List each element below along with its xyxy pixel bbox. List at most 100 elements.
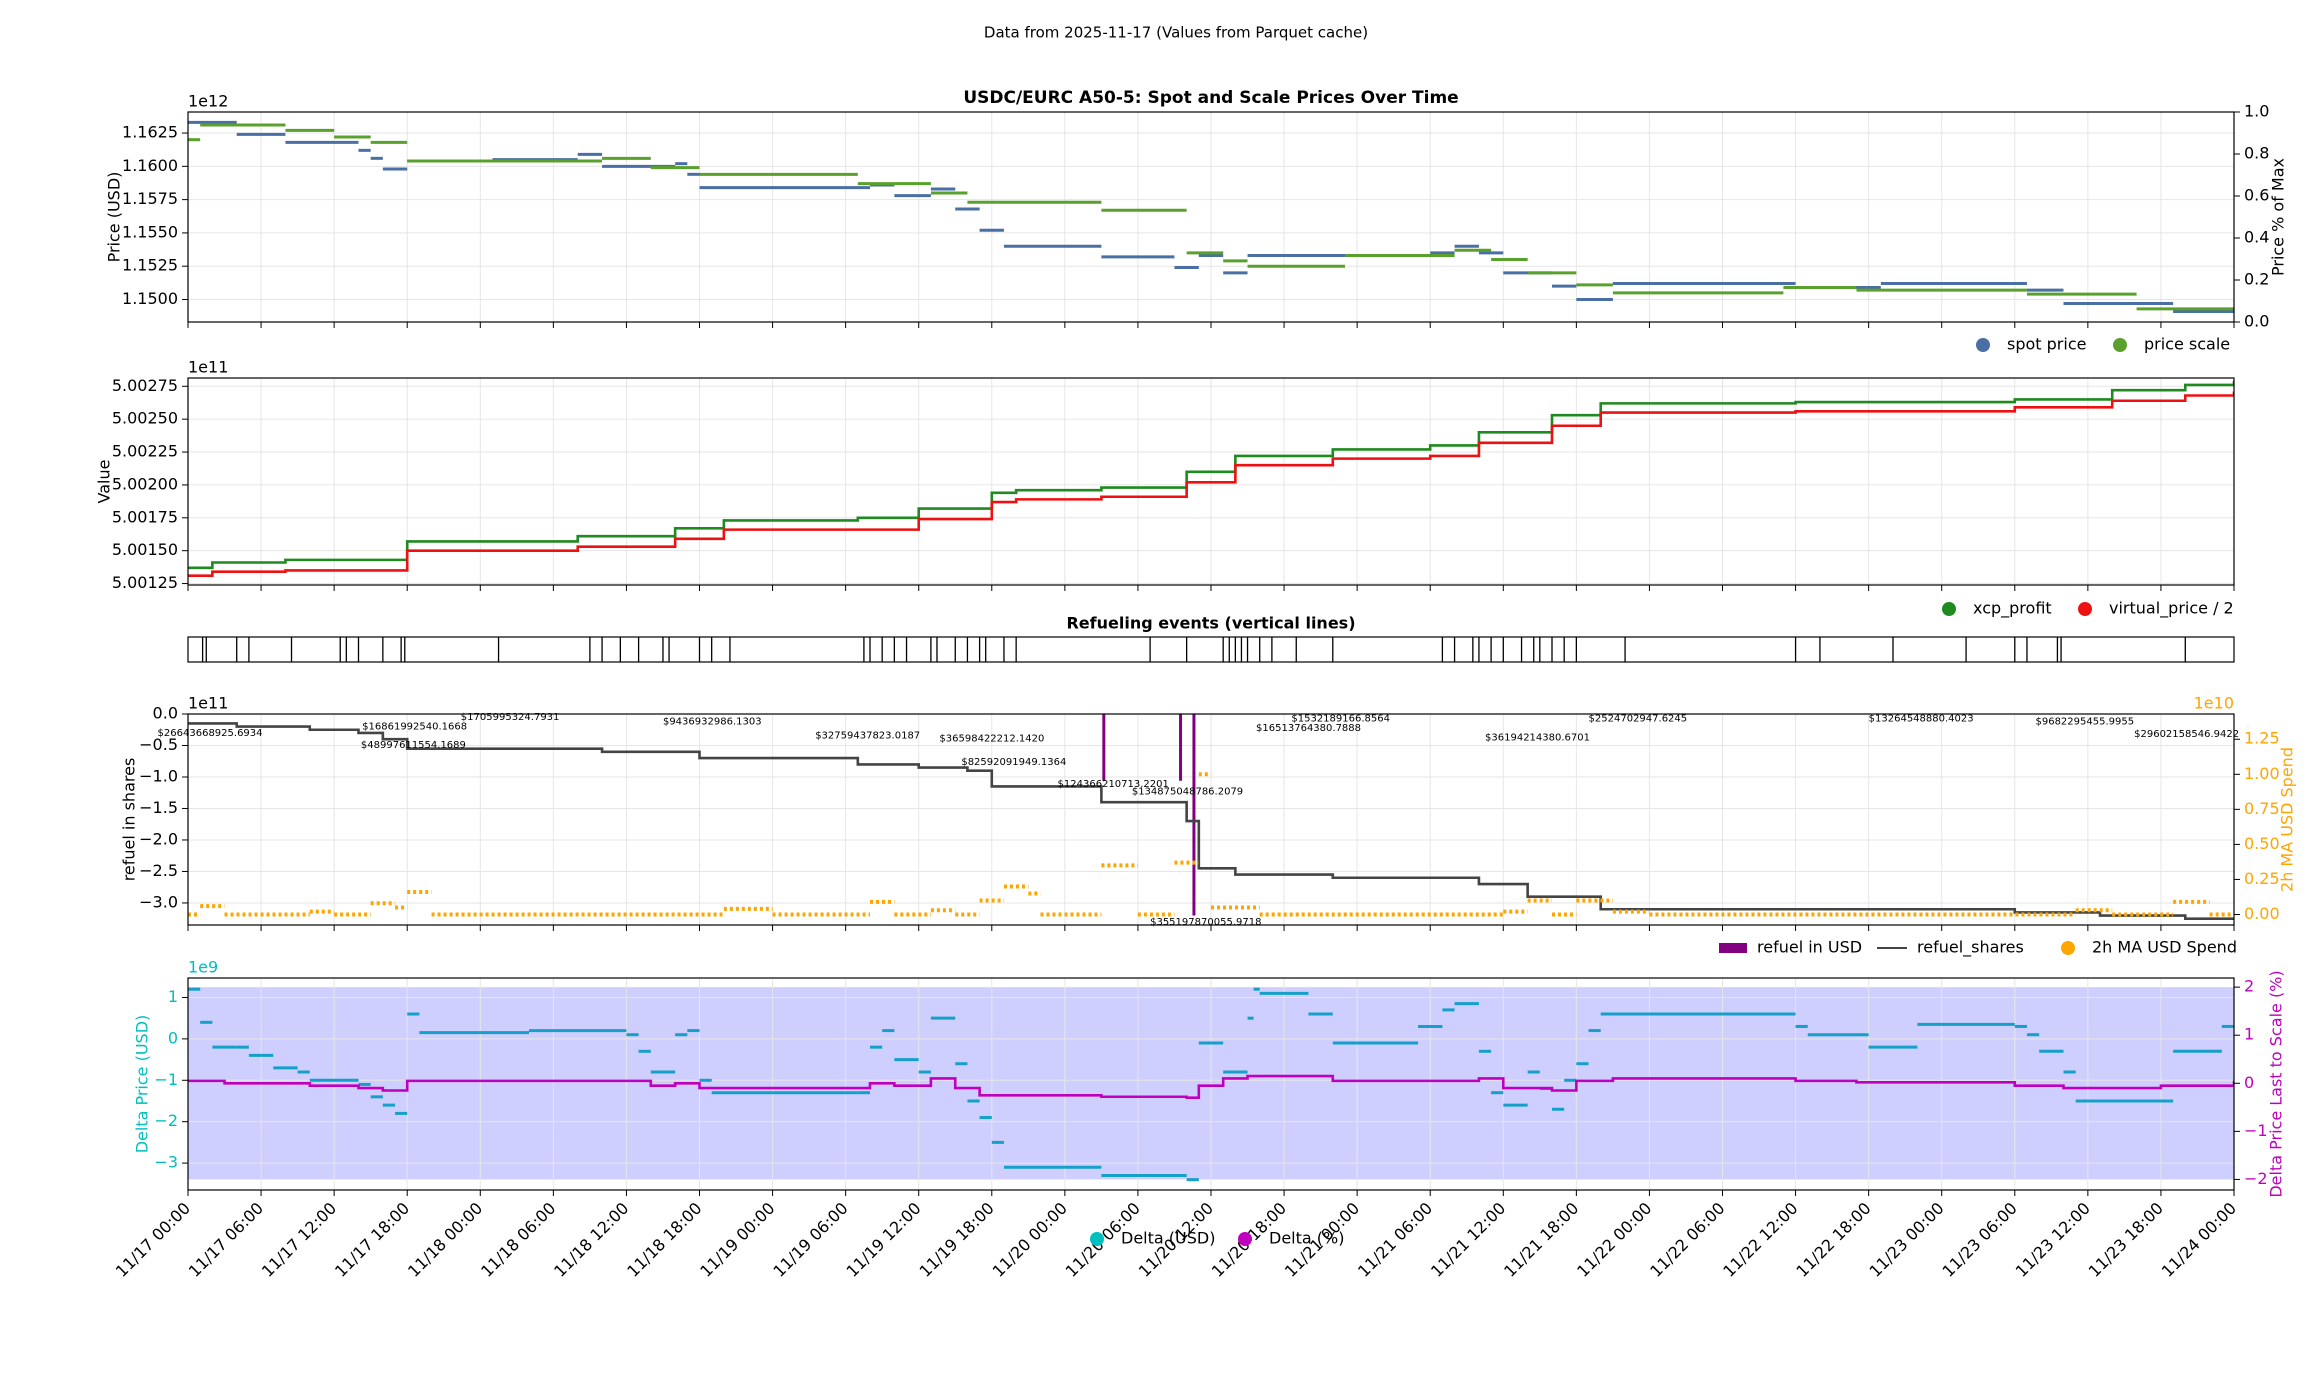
annotation: $2524702947.6245 xyxy=(1589,713,1688,724)
y-offset-label: 1e11 xyxy=(188,694,228,713)
x-tick-label: 11/17 18:00 xyxy=(331,1199,413,1281)
y2-tick-label: 0.6 xyxy=(2244,186,2269,205)
y-offset-label: 1e11 xyxy=(188,358,228,377)
y-tick-label: 1.1600 xyxy=(122,156,178,175)
annotation: $32759437823.0187 xyxy=(815,730,920,741)
legend-label: xcp_profit xyxy=(1973,599,2052,619)
y2-tick-label: 1.00 xyxy=(2244,764,2280,783)
series-group xyxy=(188,987,2234,1182)
annotation: $82592091949.1364 xyxy=(961,757,1066,768)
y-tick-label: 1.1500 xyxy=(122,289,178,308)
legend-label: virtual_price / 2 xyxy=(2109,599,2234,619)
y-tick-label: −2.5 xyxy=(139,861,178,880)
figure-title: Data from 2025-11-17 (Values from Parque… xyxy=(984,24,1368,42)
y-tick-label: 1.1575 xyxy=(122,189,178,208)
x-tick-label: 11/22 18:00 xyxy=(1792,1199,1874,1281)
y2-tick-label: 1.25 xyxy=(2244,729,2280,748)
annotation: $16513764380.7888 xyxy=(1256,723,1361,734)
legend-label: refuel_shares xyxy=(1917,938,2024,958)
x-tick-label: 11/23 06:00 xyxy=(1939,1199,2021,1281)
x-tick-label: 11/18 06:00 xyxy=(477,1199,559,1281)
y2-tick-label: 0.8 xyxy=(2244,144,2269,163)
series-line xyxy=(188,1074,2234,1099)
annotation: $48997611554.1689 xyxy=(361,740,466,751)
x-tick-label: 11/17 06:00 xyxy=(185,1199,267,1281)
x-tick-label: 11/22 06:00 xyxy=(1646,1199,1728,1281)
y2-tick-label: 0.25 xyxy=(2244,869,2280,888)
y2-tick-label: 0.75 xyxy=(2244,799,2280,818)
y-tick-label: −1 xyxy=(154,1070,178,1089)
y-axis-label: Delta Price (USD) xyxy=(133,1015,152,1154)
legend-marker xyxy=(1719,943,1747,953)
y2-tick-label: 0.4 xyxy=(2244,228,2269,247)
series-line xyxy=(188,391,2234,577)
x-tick-label: 11/18 12:00 xyxy=(550,1199,632,1281)
legend-label: price scale xyxy=(2144,335,2230,354)
plot-frame xyxy=(187,377,2235,586)
annotation: $16861992540.1668 xyxy=(362,722,467,733)
plot-frame xyxy=(187,111,2235,323)
y2-axis-label: Price % of Max xyxy=(2269,158,2288,276)
y2-tick-label: 0.50 xyxy=(2244,834,2280,853)
x-tick-label: 11/19 12:00 xyxy=(842,1199,924,1281)
x-tick-label: 11/17 12:00 xyxy=(258,1199,340,1281)
x-tick-label: 11/24 00:00 xyxy=(2158,1199,2240,1281)
legend-marker xyxy=(1238,1232,1252,1246)
y-tick-label: 0.0 xyxy=(153,704,178,723)
y2-axis-label: Delta Price Last to Scale (%) xyxy=(2267,970,2286,1197)
legend-label: 2h MA USD Spend xyxy=(2092,938,2237,957)
annotation: $9682295455.9955 xyxy=(2035,717,2134,728)
y2-tick-label: −1 xyxy=(2244,1121,2268,1140)
x-tick-label: 11/23 00:00 xyxy=(1865,1199,1947,1281)
y2-tick-label: 0.2 xyxy=(2244,270,2269,289)
annotation: $36598422212.1420 xyxy=(939,734,1044,745)
legend-marker xyxy=(1976,338,1990,352)
y-tick-label: 0 xyxy=(168,1028,178,1047)
y-tick-label: 1.1625 xyxy=(122,123,178,142)
x-tick-label: 11/18 18:00 xyxy=(623,1199,705,1281)
legend-marker xyxy=(2113,338,2127,352)
annotation: $1705995324.7931 xyxy=(461,712,560,723)
annotation: $36194214380.6701 xyxy=(1485,732,1590,743)
y-tick-label: 1.1550 xyxy=(122,222,178,241)
y-tick-label: −1.5 xyxy=(139,798,178,817)
annotation: $124366210713.2201 xyxy=(1058,779,1169,790)
y2-tick-label: 0.00 xyxy=(2244,904,2280,923)
y-tick-label: 5.00225 xyxy=(112,442,178,461)
y-axis-label: refuel in shares xyxy=(120,758,139,882)
y-offset-label: 1e9 xyxy=(188,958,218,977)
legend-marker xyxy=(2061,941,2075,955)
y-tick-label: −2 xyxy=(154,1111,178,1130)
series-group xyxy=(188,381,2234,577)
y2-tick-label: 2 xyxy=(2244,977,2254,996)
y-offset-label: 1e12 xyxy=(188,92,228,111)
legend-marker xyxy=(2078,602,2092,616)
annotation: $29602158546.9422 xyxy=(2134,729,2239,740)
legend-marker xyxy=(1090,1232,1104,1246)
plot-frame xyxy=(187,636,2235,663)
series-line xyxy=(188,722,2234,921)
y2-offset-label: 1e10 xyxy=(2194,694,2234,713)
annotation: $134875048786.2079 xyxy=(1132,786,1243,797)
x-tick-label: 11/22 12:00 xyxy=(1719,1199,1801,1281)
x-tick-label: 11/21 12:00 xyxy=(1427,1199,1509,1281)
y-tick-label: −1.0 xyxy=(139,766,178,785)
y-tick-label: −2.0 xyxy=(139,829,178,848)
x-tick-label: 11/22 00:00 xyxy=(1573,1199,1655,1281)
y-tick-label: 5.00250 xyxy=(112,409,178,428)
y2-tick-label: 1 xyxy=(2244,1025,2254,1044)
x-tick-label: 11/19 00:00 xyxy=(696,1199,778,1281)
y-tick-label: 5.00150 xyxy=(112,540,178,559)
x-tick-label: 11/23 18:00 xyxy=(2085,1199,2167,1281)
y-tick-label: −0.5 xyxy=(139,735,178,754)
y-tick-label: 5.00125 xyxy=(112,573,178,592)
plot-frame xyxy=(187,977,2235,1191)
legend-label: refuel in USD xyxy=(1757,938,1862,957)
y-axis-label: Price (USD) xyxy=(105,172,124,263)
x-tick-label: 11/21 06:00 xyxy=(1354,1199,1436,1281)
series-group xyxy=(188,714,2234,921)
y-axis-label: Value xyxy=(95,460,114,504)
y-tick-label: 5.00200 xyxy=(112,474,178,493)
x-tick-label: 11/17 00:00 xyxy=(112,1199,194,1281)
